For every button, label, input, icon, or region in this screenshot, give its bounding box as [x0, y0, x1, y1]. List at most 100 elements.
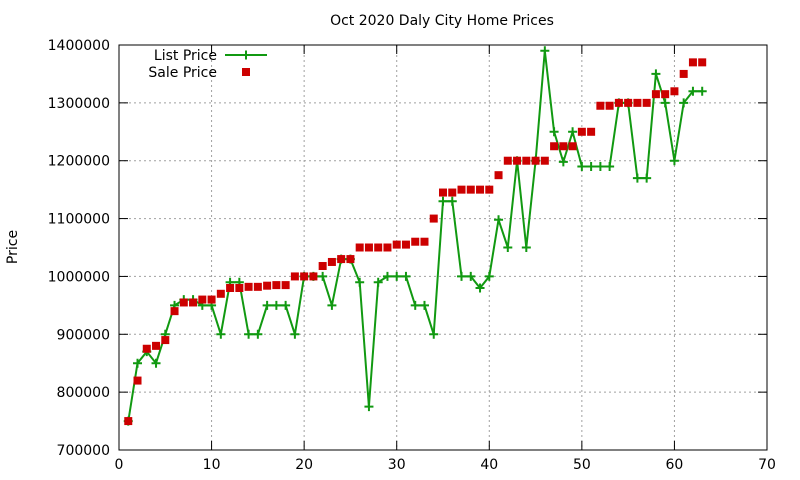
- y-tick-label: 800000: [57, 385, 110, 401]
- sale-price-point: [253, 282, 262, 291]
- list-price-point: [382, 271, 392, 281]
- list-price-point: [549, 127, 559, 137]
- list-price-point: [484, 271, 494, 281]
- list-price-point: [540, 46, 550, 56]
- sale-price-point: [216, 289, 225, 298]
- list-price-point: [605, 162, 615, 171]
- list-price-point: [642, 173, 652, 183]
- sale-price-point: [290, 272, 299, 281]
- sale-price-point: [411, 237, 420, 246]
- list-price-point: [457, 271, 467, 281]
- sale-price-point: [587, 127, 596, 136]
- list-price-point: [401, 271, 411, 281]
- sale-price-point: [133, 376, 142, 385]
- list-price-point: [521, 243, 531, 252]
- plot-frame: [118, 44, 768, 451]
- legend-marker-list-price: [241, 50, 251, 60]
- sale-price-point: [401, 240, 410, 249]
- list-price-point: [373, 277, 383, 287]
- list-price-point: [327, 300, 337, 310]
- y-tick-label: 700000: [57, 443, 110, 459]
- sale-price-point: [559, 142, 568, 151]
- sale-price-point: [355, 243, 364, 252]
- list-price-point: [364, 402, 374, 412]
- x-tick-label: 40: [480, 457, 498, 473]
- sale-price-point: [439, 188, 447, 197]
- sale-price-point: [670, 87, 679, 96]
- list-price-point: [281, 300, 291, 310]
- sale-price-point: [466, 185, 475, 194]
- sale-price-point: [605, 101, 614, 110]
- axis-ticks: 700000 800000 900000 1000000 1100000 1200000 1…: [48, 38, 776, 473]
- sale-price-point: [300, 272, 309, 281]
- sale-price-point: [207, 295, 216, 304]
- sale-price-point: [263, 281, 272, 290]
- chart-title: Oct 2020 Daly City Home Prices: [330, 13, 554, 29]
- list-price-point: [253, 329, 263, 339]
- sale-price-point: [688, 58, 697, 67]
- y-axis-label: Price: [5, 230, 21, 264]
- sale-price-point: [661, 90, 670, 99]
- sale-price-point: [170, 307, 179, 316]
- list-price-point: [410, 300, 420, 310]
- y-tick-label: 1000000: [48, 269, 110, 285]
- sale-price-point: [596, 101, 605, 110]
- list-price-point: [651, 69, 661, 79]
- list-price-point: [151, 358, 161, 368]
- sale-price-point: [244, 282, 253, 291]
- legend-label-sale-price: Sale Price: [148, 65, 217, 81]
- sale-price-point: [337, 255, 346, 264]
- sale-price-point: [624, 98, 633, 107]
- sale-price-point: [161, 336, 170, 345]
- sale-price-point: [698, 58, 707, 67]
- sale-price-point: [189, 298, 198, 307]
- sale-price-point: [318, 262, 327, 271]
- x-tick-label: 10: [203, 457, 221, 473]
- list-price-point: [466, 271, 476, 281]
- list-price-point: [438, 196, 448, 206]
- x-tick-label: 0: [115, 457, 124, 473]
- list-price-point: [660, 98, 670, 108]
- list-price-point: [558, 157, 568, 167]
- sale-price-point: [374, 243, 383, 252]
- list-price-point: [133, 358, 143, 368]
- list-price-point: [271, 300, 281, 310]
- list-price-point: [697, 86, 707, 96]
- sale-price-point: [448, 188, 457, 197]
- sale-price-point: [476, 185, 485, 194]
- x-tick-label: 70: [758, 457, 776, 473]
- sale-price-point: [531, 156, 540, 165]
- sale-price-point: [503, 156, 512, 165]
- list-price-point: [262, 300, 272, 310]
- list-price-point: [392, 271, 402, 281]
- list-price-point: [318, 271, 328, 281]
- sale-price-point: [614, 98, 623, 107]
- list-price-point: [688, 86, 698, 96]
- sale-price-point: [429, 214, 438, 223]
- y-tick-label: 1400000: [48, 38, 110, 54]
- list-price-point: [669, 156, 679, 166]
- sale-price-point: [346, 255, 355, 264]
- list-price-point: [632, 173, 642, 183]
- y-tick-label: 900000: [57, 327, 110, 343]
- sale-price-point: [513, 156, 522, 165]
- x-tick-label: 30: [388, 457, 406, 473]
- x-tick-label: 60: [666, 457, 684, 473]
- sale-price-point: [651, 90, 660, 99]
- sale-price-point: [383, 243, 392, 252]
- list-price-point: [429, 329, 439, 339]
- sale-price-point: [642, 98, 651, 107]
- list-price-point: [586, 162, 596, 171]
- list-price-point: [503, 243, 513, 252]
- x-tick-label: 50: [573, 457, 591, 473]
- list-price-point: [447, 196, 457, 206]
- list-price-point: [679, 98, 689, 108]
- sale-price-point: [577, 127, 586, 136]
- list-price-point: [290, 329, 300, 339]
- sale-price-point: [124, 417, 133, 426]
- sale-price-point: [142, 344, 151, 353]
- sale-price-point: [494, 171, 503, 180]
- list-price-point: [216, 329, 226, 339]
- grid: [119, 45, 767, 450]
- sale-price-point: [327, 257, 336, 266]
